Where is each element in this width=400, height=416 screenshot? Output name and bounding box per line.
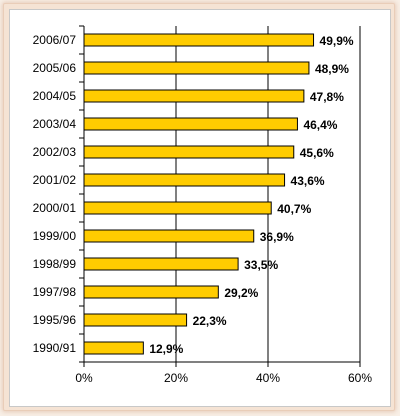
value-label: 36,9% (260, 230, 294, 244)
category-label: 2001/02 (33, 173, 77, 187)
value-label: 40,7% (277, 202, 311, 216)
value-label: 43,6% (291, 174, 325, 188)
value-label: 12,9% (149, 342, 183, 356)
x-tick-label: 40% (256, 371, 280, 385)
category-label: 2005/06 (33, 61, 77, 75)
value-label: 33,5% (244, 258, 278, 272)
bars (83, 33, 315, 355)
bar-2001-02 (83, 173, 286, 187)
category-label: 1997/98 (33, 285, 77, 299)
bar-2006-07 (83, 33, 315, 47)
bar-1997-98 (83, 285, 219, 299)
x-tick-label: 60% (348, 371, 372, 385)
value-label: 29,2% (224, 286, 258, 300)
bar-2003-04 (83, 117, 298, 131)
value-label: 47,8% (310, 90, 344, 104)
category-label: 1990/91 (33, 341, 77, 355)
x-tick-label: 0% (75, 371, 93, 385)
x-tick-label: 20% (164, 371, 188, 385)
bar-2004-05 (83, 89, 305, 103)
labels: 2006/07 49,9% 2005/06 48,9% 2004/05 47,8% 2003… (33, 33, 373, 385)
category-label: 2006/07 (33, 33, 77, 47)
category-label: 1998/99 (33, 257, 77, 271)
category-label: 2000/01 (33, 201, 77, 215)
value-label: 22,3% (193, 314, 227, 328)
bar-1998-99 (83, 257, 239, 271)
grid-lines (79, 25, 361, 367)
bar-2000-01 (83, 201, 272, 215)
bar-1995-96 (83, 313, 188, 327)
value-label: 48,9% (315, 62, 349, 76)
bar-2002-03 (83, 145, 295, 159)
category-label: 2004/05 (33, 89, 77, 103)
category-label: 2003/04 (33, 117, 77, 131)
category-label: 2002/03 (33, 145, 77, 159)
value-label: 45,6% (300, 146, 334, 160)
category-label: 1999/00 (33, 229, 77, 243)
value-label: 49,9% (320, 34, 354, 48)
category-label: 1995/96 (33, 313, 77, 327)
bar-1999-00 (83, 229, 255, 243)
value-label: 46,4% (303, 118, 337, 132)
bar-2005-06 (83, 61, 310, 75)
bar-1990-91 (83, 341, 144, 355)
